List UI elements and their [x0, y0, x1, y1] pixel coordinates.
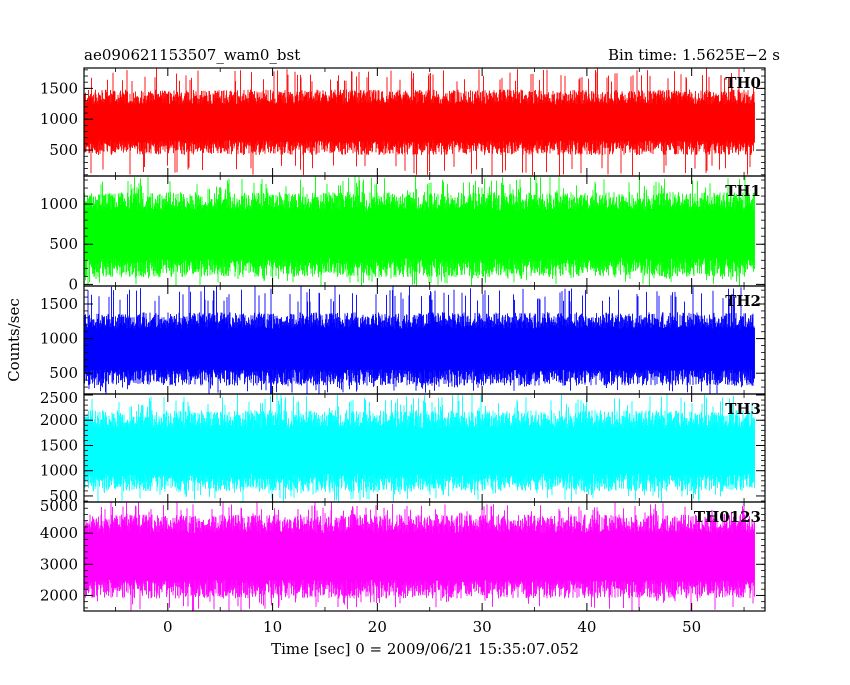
y-tick-label: 2000: [40, 586, 78, 604]
panel-label-th2: TH2: [725, 292, 761, 310]
panel-th0123: 2000 3000 4000 5000 TH0123: [40, 497, 766, 612]
y-tick-label: 1500: [40, 295, 78, 313]
panel-th3: 500 1000 1500 2000 2500 TH3: [40, 389, 766, 505]
chart-title: ae090621153507_wam0_bst: [84, 46, 300, 64]
y-tick-label: 500: [49, 141, 78, 159]
y-tick-label: 4000: [40, 524, 78, 542]
panel-th2: 500 1000 1500 TH2: [40, 285, 766, 395]
y-tick-label: 3000: [40, 555, 78, 573]
y-tick-label: 1000: [40, 195, 78, 213]
x-tick-label: 20: [368, 618, 387, 636]
y-tick-label: 500: [49, 235, 78, 253]
series-th1: [84, 176, 755, 286]
y-tick-label: 1500: [40, 79, 78, 97]
panel-label-th3: TH3: [725, 400, 761, 418]
series-th0: [84, 68, 755, 176]
panel-label-th1: TH1: [725, 182, 761, 200]
bin-time-label: Bin time: 1.5625E−2 s: [608, 46, 780, 64]
y-tick-label: 1500: [40, 436, 78, 454]
y-tick-label: 0: [68, 275, 78, 293]
panel-label-th0123: TH0123: [694, 508, 761, 526]
x-tick-label: 50: [682, 618, 701, 636]
y-tick-label: 500: [49, 487, 78, 505]
panel-th0: 500 1000 1500 TH0: [40, 67, 766, 177]
panel-frame: [83, 501, 766, 612]
y-tick-label: 5000: [40, 497, 78, 515]
x-tick-label: 10: [263, 618, 282, 636]
series-th3: [84, 394, 755, 502]
y-tick-label: 2000: [40, 411, 78, 429]
series-th2: [84, 286, 755, 394]
panel-th1: 0 500 1000 TH1: [40, 175, 766, 293]
y-tick-label: 500: [49, 364, 78, 382]
x-tick-label: 0: [163, 618, 173, 636]
x-tick-label: 40: [577, 618, 596, 636]
y-tick-label: 1000: [40, 330, 78, 348]
x-axis-label: Time [sec] 0 = 2009/06/21 15:35:07.052: [271, 640, 579, 658]
series-th0123: [84, 502, 755, 611]
y-tick-label: 1000: [40, 462, 78, 480]
y-axis-label: Counts/sec: [5, 298, 23, 382]
x-tick-label: 30: [473, 618, 492, 636]
panel-label-th0: TH0: [725, 74, 761, 92]
y-tick-label: 1000: [40, 110, 78, 128]
y-tick-label: 2500: [40, 389, 78, 407]
x-axis: 0 10 20 30 40 50: [163, 618, 701, 636]
